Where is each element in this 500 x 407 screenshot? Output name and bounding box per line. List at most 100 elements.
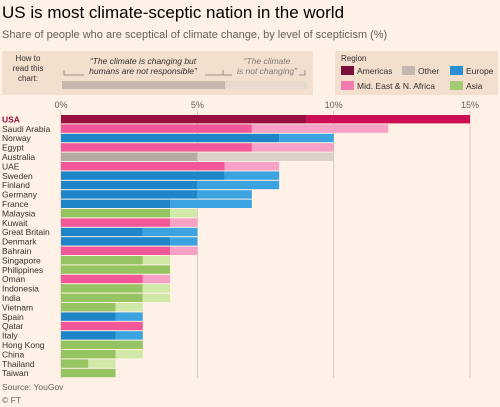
bar-changing-not-human	[61, 331, 116, 340]
country-label: Sweden	[2, 171, 33, 181]
bar-not-changing	[197, 152, 334, 161]
legend-label-mideast: Mid. East & N. Africa	[357, 81, 435, 91]
how-to-bracket-mid	[205, 70, 224, 76]
country-label: Bahrain	[2, 246, 32, 256]
bar-changing-not-human	[61, 115, 307, 124]
bar-changing-not-human	[61, 274, 143, 284]
country-label: Spain	[2, 312, 24, 322]
country-label: Germany	[2, 190, 38, 200]
how-to-bar-light	[225, 81, 307, 89]
how-to-read-panel: How to read this chart: “The climate is …	[2, 51, 313, 95]
bar-not-changing	[251, 124, 389, 133]
country-label: Saudi Arabia	[2, 124, 50, 134]
bar-changing-not-human	[61, 284, 143, 293]
legend-swatch-mideast	[341, 81, 354, 90]
bar-changing-not-human	[61, 350, 116, 359]
country-label: India	[2, 293, 21, 303]
bar-changing-not-human	[61, 190, 198, 199]
bar-changing-not-human	[61, 303, 116, 312]
bar-changing-not-human	[61, 340, 143, 349]
bar-not-changing	[142, 227, 198, 237]
bar-not-changing	[279, 133, 334, 143]
bar-not-changing	[197, 190, 252, 199]
bar-changing-not-human	[61, 124, 252, 133]
bar-changing-not-human	[61, 199, 171, 208]
how-to-read-graphic: “The climate is changing but humans are …	[62, 56, 307, 89]
bar-changing-not-human	[61, 321, 143, 331]
country-label: Denmark	[2, 237, 37, 247]
bar-not-changing	[88, 359, 116, 368]
bar-changing-not-human	[61, 152, 198, 161]
bar-not-changing	[170, 218, 198, 227]
bar-not-changing	[170, 237, 198, 246]
bar-not-changing	[142, 274, 171, 284]
chart-title: US is most climate-sceptic nation in the…	[2, 3, 345, 22]
bar-not-changing	[224, 162, 280, 171]
country-label: Kuwait	[2, 218, 28, 228]
bar-changing-not-human	[61, 368, 116, 378]
country-label: Great Britain	[2, 227, 50, 237]
bar-not-changing	[170, 209, 198, 218]
bar-changing-not-human	[61, 237, 171, 246]
legend-swatch-other	[402, 66, 415, 75]
country-label: China	[2, 349, 24, 359]
country-label: Singapore	[2, 255, 41, 265]
country-label: France	[2, 199, 29, 209]
bar-not-changing	[115, 331, 143, 340]
how-to-text-notchanging-line1: “The climate	[244, 56, 291, 66]
bar-changing-not-human	[61, 312, 116, 321]
country-label: USA	[2, 114, 20, 124]
bar-changing-not-human	[61, 246, 171, 255]
country-label: Thailand	[2, 359, 35, 369]
how-to-bar-dark	[62, 81, 225, 89]
bar-not-changing	[170, 199, 252, 208]
bar-not-changing	[224, 171, 280, 180]
bar-not-changing	[142, 293, 171, 302]
legend-swatch-asia	[450, 81, 463, 90]
country-label: Indonesia	[2, 284, 39, 294]
bar-not-changing	[115, 350, 143, 359]
legend-swatch-americas	[341, 66, 354, 75]
bar-changing-not-human	[61, 293, 143, 302]
how-to-bracket-right-end	[299, 70, 306, 76]
country-label: UAE	[2, 161, 20, 171]
how-to-text-notchanging-line2: is not changing”	[237, 66, 298, 76]
x-tick-label: 15%	[461, 100, 479, 110]
bar-not-changing	[142, 284, 171, 293]
how-to-read-label: How to read this chart:	[12, 54, 44, 83]
bar-not-changing	[115, 303, 143, 312]
bar-changing-not-human	[61, 171, 225, 180]
chart-subtitle: Share of people who are sceptical of cli…	[2, 29, 388, 41]
legend-swatch-europe	[450, 66, 463, 75]
how-to-text-changing-line1: “The climate is changing but	[90, 56, 197, 66]
bar-not-changing	[306, 115, 470, 124]
legend-label-americas: Americas	[357, 66, 393, 76]
country-label: Hong Kong	[2, 340, 45, 350]
bar-changing-not-human	[61, 265, 171, 274]
bar-changing-not-human	[61, 162, 225, 171]
country-label: Vietnam	[2, 302, 33, 312]
copyright-note: © FT	[2, 395, 22, 405]
country-label: Oman	[2, 274, 25, 284]
bar-not-changing	[170, 246, 198, 255]
country-label: Taiwan	[2, 368, 29, 378]
x-tick-label: 5%	[191, 100, 204, 110]
country-label: Egypt	[2, 143, 24, 153]
country-label: Finland	[2, 180, 30, 190]
bar-changing-not-human	[61, 180, 198, 190]
country-label: Philippines	[2, 265, 43, 275]
bar-changing-not-human	[61, 143, 252, 152]
legend-label-europe: Europe	[466, 66, 494, 76]
bar-not-changing	[142, 256, 171, 265]
bar-not-changing	[115, 312, 143, 321]
country-label: Australia	[2, 152, 35, 162]
source-note: Source: YouGov	[2, 382, 64, 392]
country-label: Qatar	[2, 321, 23, 331]
bar-changing-not-human	[61, 133, 280, 143]
x-tick-label: 10%	[325, 100, 343, 110]
x-tick-label: 0%	[54, 100, 67, 110]
bar-changing-not-human	[61, 218, 171, 227]
bar-changing-not-human	[61, 209, 171, 218]
bar-not-changing	[197, 180, 280, 190]
